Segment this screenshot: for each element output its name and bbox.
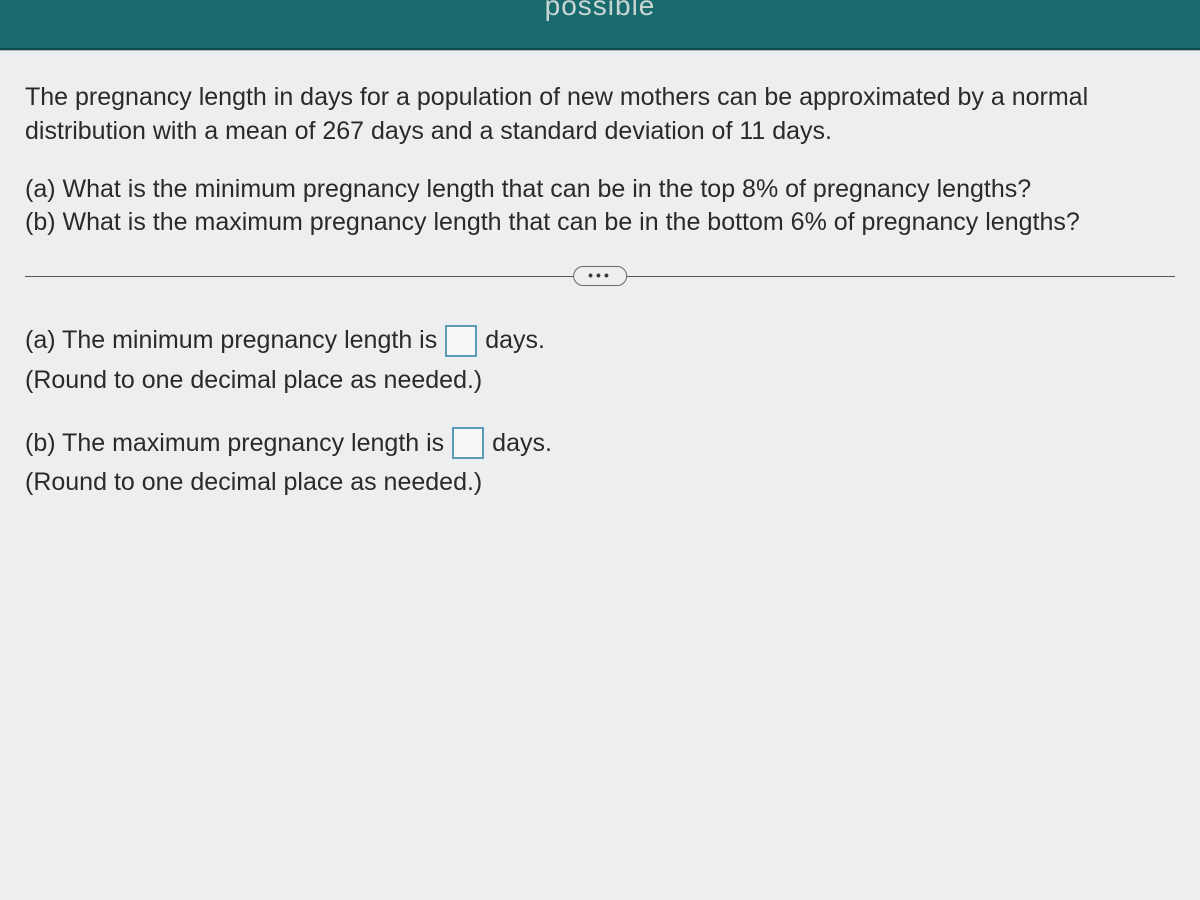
header-partial-text: possible	[545, 0, 656, 22]
question-panel: The pregnancy length in days for a popul…	[0, 50, 1200, 900]
answer-a-line: (a) The minimum pregnancy length is days…	[25, 322, 1175, 360]
header-bar: possible	[0, 0, 1200, 50]
answer-b-suffix: days.	[492, 425, 552, 463]
answer-a-input[interactable]	[445, 325, 477, 357]
answer-b-input[interactable]	[452, 427, 484, 459]
answer-a-round-note: (Round to one decimal place as needed.)	[25, 366, 1175, 395]
section-divider: •••	[25, 275, 1175, 277]
answer-a-suffix: days.	[485, 322, 545, 360]
question-block: (a) What is the minimum pregnancy length…	[25, 173, 1175, 241]
answer-a-prefix: (a) The minimum pregnancy length is	[25, 322, 437, 360]
more-options-button[interactable]: •••	[573, 266, 627, 286]
answer-b-round-note: (Round to one decimal place as needed.)	[25, 468, 1175, 497]
problem-intro: The pregnancy length in days for a popul…	[25, 81, 1175, 149]
question-b-text: (b) What is the maximum pregnancy length…	[25, 206, 1175, 240]
answer-b-line: (b) The maximum pregnancy length is days…	[25, 425, 1175, 463]
question-a-text: (a) What is the minimum pregnancy length…	[25, 173, 1175, 207]
answer-b-prefix: (b) The maximum pregnancy length is	[25, 425, 444, 463]
